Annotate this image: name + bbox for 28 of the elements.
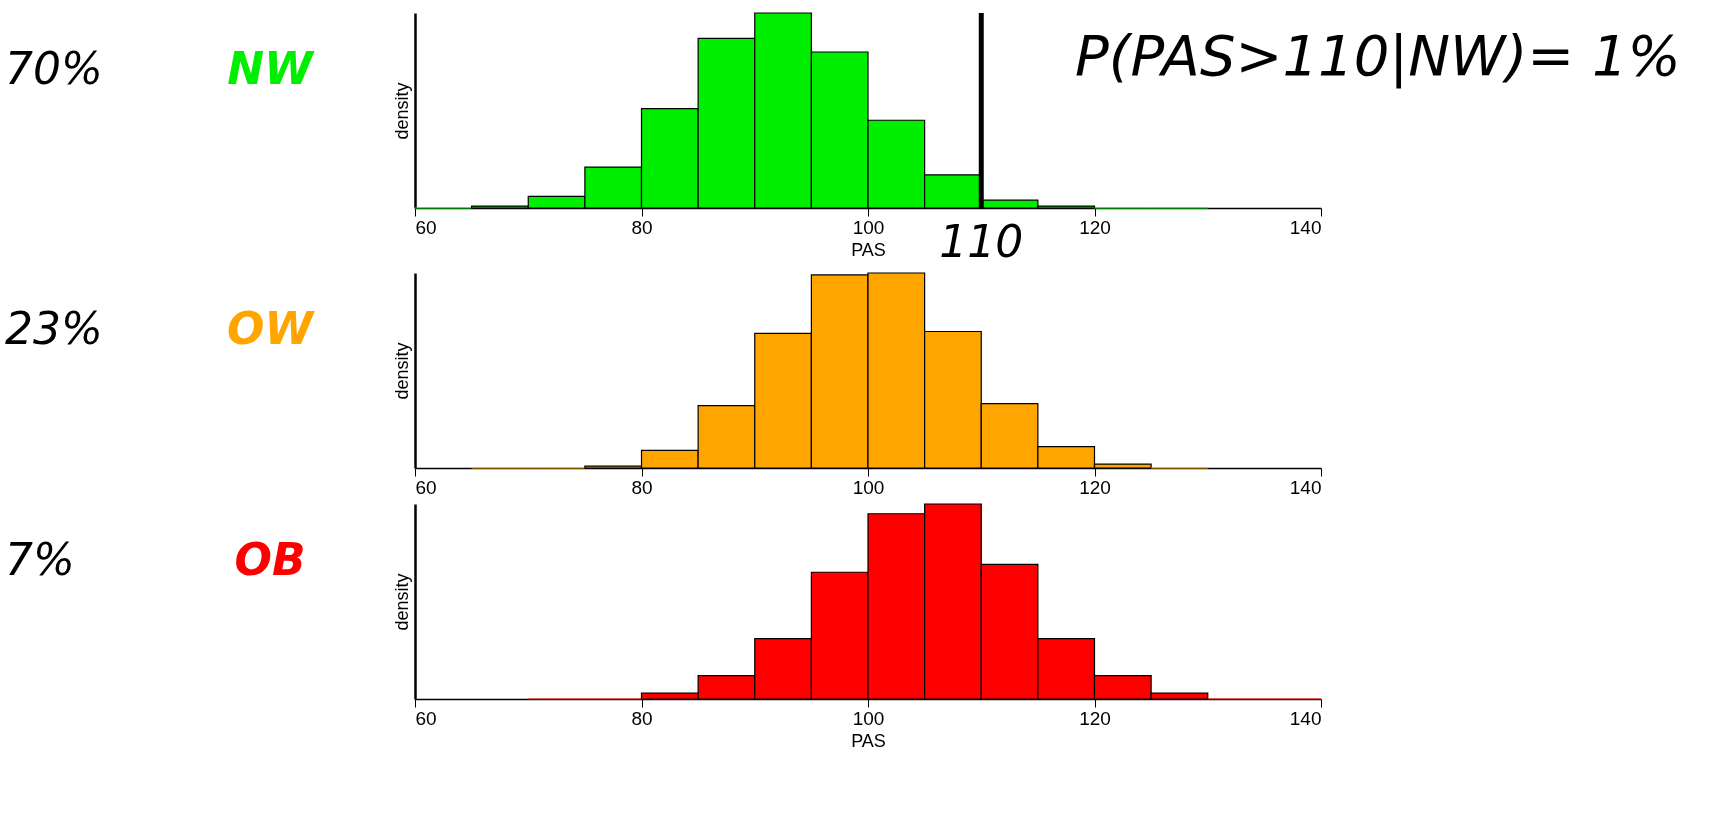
y-axis-title: density — [391, 573, 412, 631]
ref-line-label: 110 — [939, 216, 1024, 267]
x-tick-label: 60 — [415, 216, 437, 238]
x-tick-label: 100 — [852, 476, 885, 498]
x-tick-label: 120 — [1079, 216, 1111, 238]
x-tick-label: 100 — [852, 216, 885, 238]
annotation: P(PAS>110|NW)= 1% — [1075, 23, 1681, 89]
x-tick-label: 60 — [415, 707, 437, 729]
y-axis-title: density — [391, 342, 412, 400]
x-tick-label: 120 — [1079, 476, 1111, 498]
x-tick-label: 140 — [1289, 476, 1322, 498]
x-tick-label: 60 — [415, 476, 437, 498]
x-tick-label: 100 — [852, 707, 885, 729]
x-tick-label: 140 — [1289, 216, 1322, 238]
text: OW — [227, 302, 316, 354]
x-tick-label: 80 — [631, 707, 653, 729]
x-tick-label: 120 — [1079, 707, 1111, 729]
text: 7% — [5, 533, 75, 585]
text: 70% — [5, 42, 103, 94]
text: 23% — [5, 302, 103, 354]
x-tick-label: 80 — [631, 476, 653, 498]
x-axis-title: PAS — [851, 239, 886, 260]
x-axis-title: PAS — [851, 730, 886, 751]
y-axis-title: density — [391, 82, 412, 140]
text: NW — [227, 42, 316, 94]
x-tick-label: 80 — [631, 216, 653, 238]
text: OB — [234, 533, 306, 585]
x-tick-label: 140 — [1289, 707, 1322, 729]
